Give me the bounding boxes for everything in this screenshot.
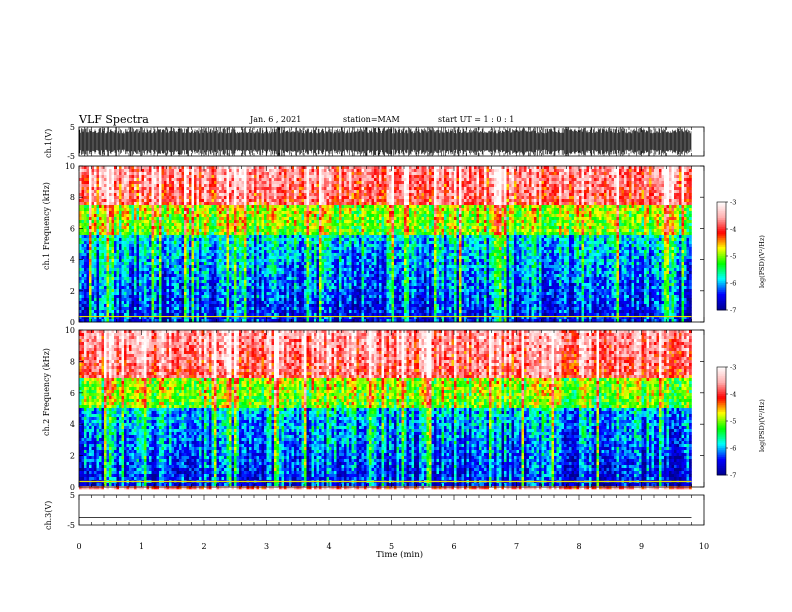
ytick-label: 5: [70, 123, 75, 132]
xtick-label: 6: [451, 542, 456, 551]
spectrogram-ch2: [79, 330, 692, 489]
xtick-label: 9: [639, 542, 644, 551]
ytick-label: 2: [70, 452, 75, 461]
colorbar-label-2: log(PSD)(V²/Hz): [758, 399, 766, 452]
colorbar-tick-label: -4: [730, 226, 736, 234]
figure-title: VLF Spectra: [79, 113, 149, 126]
ytick-label: -5: [67, 521, 75, 530]
ytick-label: 10: [65, 162, 75, 171]
colorbar-tick-label: -5: [730, 418, 736, 426]
xtick-label: 4: [326, 542, 331, 551]
colorbar-tick-label: -7: [730, 307, 736, 315]
xtick-label: 7: [514, 542, 519, 551]
spectrogram-ch1: [79, 166, 692, 322]
ytick-label: 6: [70, 389, 75, 398]
date-label: Jan. 6 , 2021: [250, 115, 301, 124]
ch1-wave-ylabel: ch.1(V): [44, 129, 53, 158]
colorbar-label-1: log(PSD)(V²/Hz): [758, 235, 766, 288]
ytick-label: 5: [70, 491, 75, 500]
colorbar-tick-label: -3: [730, 364, 736, 372]
ytick-label: 8: [70, 357, 75, 366]
colorbar-tick-label: -3: [730, 199, 736, 207]
xtick-label: 2: [201, 542, 206, 551]
colorbar-1: [717, 202, 726, 310]
colorbar-tick-label: -5: [730, 253, 736, 261]
ytick-label: 6: [70, 224, 75, 233]
xtick-label: 8: [576, 542, 581, 551]
ch3-wave-ylabel: ch.3(V): [44, 501, 53, 530]
colorbar-tick-label: -4: [730, 391, 736, 399]
xtick-label: 0: [76, 542, 81, 551]
colorbar-tick-label: -7: [730, 472, 736, 480]
xtick-label: 1: [139, 542, 144, 551]
ch1-spec-ylabel: ch.1 Frequency (kHz): [42, 182, 51, 270]
colorbar-2: [717, 367, 726, 475]
colorbar-tick-label: -6: [730, 280, 736, 288]
ch2-spec-ylabel: ch.2 Frequency (kHz): [42, 348, 51, 436]
ytick-label: 10: [65, 326, 75, 335]
start-time-label: start UT = 1 : 0 : 1: [438, 115, 514, 124]
ytick-label: 4: [70, 420, 75, 429]
station-label: station=MAM: [343, 115, 400, 124]
ytick-label: 2: [70, 287, 75, 296]
xtick-label: 3: [264, 542, 269, 551]
ytick-label: 4: [70, 256, 75, 265]
ytick-label: 8: [70, 193, 75, 202]
colorbar-tick-label: -6: [730, 445, 736, 453]
ytick-label: -5: [67, 152, 75, 161]
ch1-waveform-trace: [79, 127, 691, 156]
xtick-label: 10: [699, 542, 709, 551]
x-axis-label: Time (min): [376, 550, 423, 560]
